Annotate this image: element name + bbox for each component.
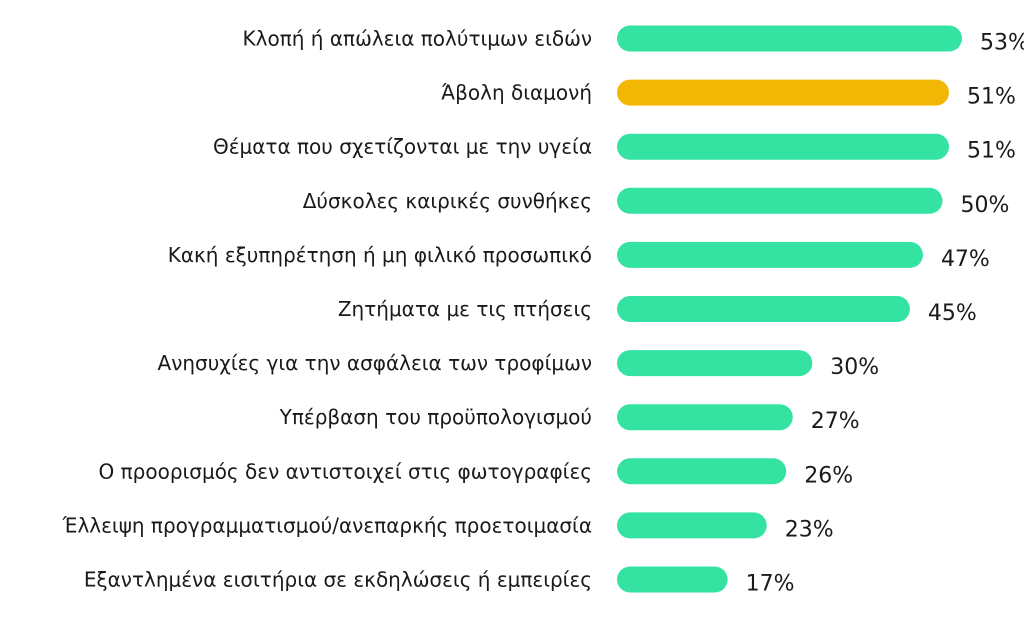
category-label: Δύσκολες καιρικές συνθήκες — [303, 189, 592, 213]
bar-row: Έλλειψη προγραμματισμού/ανεπαρκής προετο… — [62, 512, 834, 542]
category-label: Υπέρβαση του προϋπολογισμού — [279, 405, 592, 429]
value-label: 30% — [830, 355, 879, 380]
value-label: 45% — [928, 301, 977, 326]
bar — [617, 404, 793, 431]
value-label: 17% — [746, 572, 795, 597]
bar — [617, 187, 943, 214]
category-label: Κακή εξυπηρέτηση ή μη φιλικό προσωπικό — [168, 243, 592, 267]
value-label: 23% — [785, 517, 834, 542]
category-label: Εξαντλημένα εισιτήρια σε εκδηλώσεις ή εμ… — [84, 568, 592, 592]
category-label: Ο προορισμός δεν αντιστοιχεί στις φωτογρ… — [99, 459, 592, 483]
bar-highlighted — [617, 79, 949, 106]
bar-row: Δύσκολες καιρικές συνθήκες 50% — [303, 187, 1009, 218]
bar-row: Κακή εξυπηρέτηση ή μη φιλικό προσωπικό 47… — [168, 241, 990, 272]
bar — [617, 25, 962, 52]
category-label: Κλοπή ή απώλεια πολύτιμων ειδών — [243, 27, 592, 51]
bar-row: Υπέρβαση του προϋπολογισμού 27% — [279, 404, 860, 434]
category-label: Ανησυχίες για την ασφάλεια των τροφίμων — [158, 351, 592, 375]
chart-rows: Κλοπή ή απώλεια πολύτιμων ειδών 53% Άβολη … — [62, 25, 1024, 597]
category-label: Ζητήματα με τις πτήσεις — [338, 297, 592, 321]
value-label: 51% — [967, 85, 1016, 110]
value-label: 27% — [811, 409, 860, 434]
bar-row: Άβολη διαμονή 51% — [441, 79, 1016, 110]
value-label: 47% — [941, 247, 990, 272]
bar — [617, 241, 923, 268]
value-label: 50% — [960, 193, 1009, 218]
category-label: Θέματα που σχετίζονται με την υγεία — [213, 135, 592, 159]
bar — [617, 350, 813, 377]
value-label: 53% — [980, 31, 1024, 56]
bar — [617, 296, 910, 322]
bar-row: Ανησυχίες για την ασφάλεια των τροφίμων 3… — [158, 350, 879, 380]
bar — [617, 566, 728, 593]
bar — [617, 458, 787, 485]
bar-row: Ζητήματα με τις πτήσεις 45% — [338, 296, 977, 326]
bar-row: Εξαντλημένα εισιτήρια σε εκδηλώσεις ή εμ… — [84, 566, 795, 597]
bar-row: Ο προορισμός δεν αντιστοιχεί στις φωτογρ… — [99, 458, 853, 488]
category-label: Άβολη διαμονή — [441, 81, 592, 105]
bar-row: Κλοπή ή απώλεια πολύτιμων ειδών 53% — [243, 25, 1024, 56]
value-label: 26% — [804, 463, 853, 488]
bar-row: Θέματα που σχετίζονται με την υγεία 51% — [213, 133, 1016, 164]
value-label: 51% — [967, 139, 1016, 164]
category-label: Έλλειψη προγραμματισμού/ανεπαρκής προετο… — [62, 513, 592, 537]
bar — [617, 512, 767, 539]
bar — [617, 133, 949, 160]
